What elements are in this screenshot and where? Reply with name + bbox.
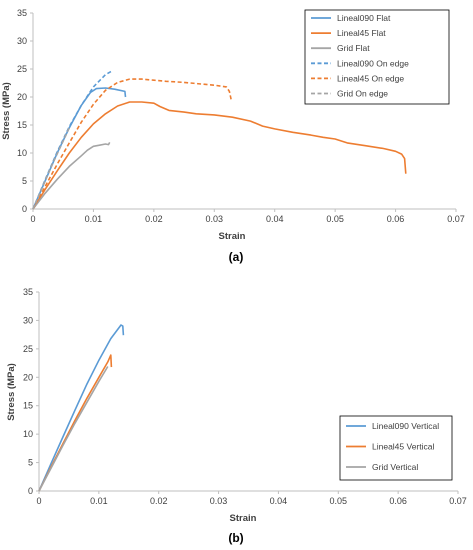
x-tick-label: 0.04 <box>266 214 284 224</box>
x-tick-label: 0.03 <box>206 214 224 224</box>
series-line-5 <box>32 78 232 210</box>
y-tick-label: 35 <box>17 8 27 18</box>
legend-label-3: Grid Vertical <box>372 462 418 472</box>
x-axis-title: Strain <box>219 231 246 242</box>
panel-label-a: (a) <box>229 250 244 264</box>
series-line-3 <box>38 366 109 492</box>
x-tick-label: 0.02 <box>145 214 163 224</box>
x-tick-label: 0.07 <box>447 214 465 224</box>
legend-box <box>304 9 450 105</box>
y-tick-label: 30 <box>23 315 33 325</box>
y-tick-label: 15 <box>23 401 33 411</box>
legend-label-1: Lineal090 Vertical <box>372 421 439 431</box>
series-line-2 <box>32 101 407 210</box>
y-axis-title: Stress (MPa) <box>1 82 12 140</box>
series-line-1 <box>38 324 125 492</box>
x-tick-label: 0 <box>30 214 35 224</box>
x-tick-label: 0.01 <box>85 214 103 224</box>
legend-label-6: Grid On edge <box>337 89 388 99</box>
x-tick-label: 0.02 <box>150 496 168 506</box>
x-tick-label: 0.01 <box>90 496 108 506</box>
y-tick-label: 15 <box>17 120 27 130</box>
x-tick-label: 0.06 <box>387 214 405 224</box>
y-tick-label: 25 <box>23 344 33 354</box>
x-tick-label: 0.03 <box>210 496 228 506</box>
y-tick-label: 30 <box>17 36 27 46</box>
series-line-3 <box>32 142 111 210</box>
y-tick-label: 20 <box>23 372 33 382</box>
y-tick-label: 5 <box>28 458 33 468</box>
legend-label-2: Lineal45 Flat <box>337 28 386 38</box>
y-tick-label: 35 <box>23 287 33 297</box>
x-tick-label: 0.05 <box>326 214 344 224</box>
x-tick-label: 0.07 <box>449 496 467 506</box>
legend-label-4: Lineal090 On edge <box>337 58 409 68</box>
x-tick-label: 0 <box>36 496 41 506</box>
chart-b: 0 5 10 15 20 25 30 35 0 0.01 0.02 0.03 0.04 0.05 0.06 0… <box>6 287 467 524</box>
y-axis-title: Stress (MPa) <box>6 363 17 421</box>
y-tick-label: 5 <box>22 176 27 186</box>
x-tick-label: 0.06 <box>389 496 407 506</box>
y-tick-label: 25 <box>17 64 27 74</box>
y-tick-label: 10 <box>17 148 27 158</box>
legend-label-3: Grid Flat <box>337 43 370 53</box>
series-line-4 <box>32 70 112 210</box>
y-tick-label: 0 <box>28 486 33 496</box>
x-axis-title: Strain <box>230 513 257 524</box>
legend-label-1: Lineal090 Flat <box>337 13 391 23</box>
legend-label-2: Lineal45 Vertical <box>372 442 434 452</box>
legend-label-5: Lineal45 On edge <box>337 73 404 83</box>
x-tick-label: 0.04 <box>270 496 288 506</box>
chart-a: 0 5 10 15 20 25 30 35 0 0.01 0.02 0.03 0.04 0.05 0.06 0… <box>1 8 465 242</box>
series-line-6 <box>32 127 71 210</box>
y-tick-label: 0 <box>22 204 27 214</box>
y-tick-label: 20 <box>17 92 27 102</box>
y-tick-label: 10 <box>23 429 33 439</box>
panel-label-b: (b) <box>228 531 243 545</box>
x-tick-label: 0.05 <box>330 496 348 506</box>
